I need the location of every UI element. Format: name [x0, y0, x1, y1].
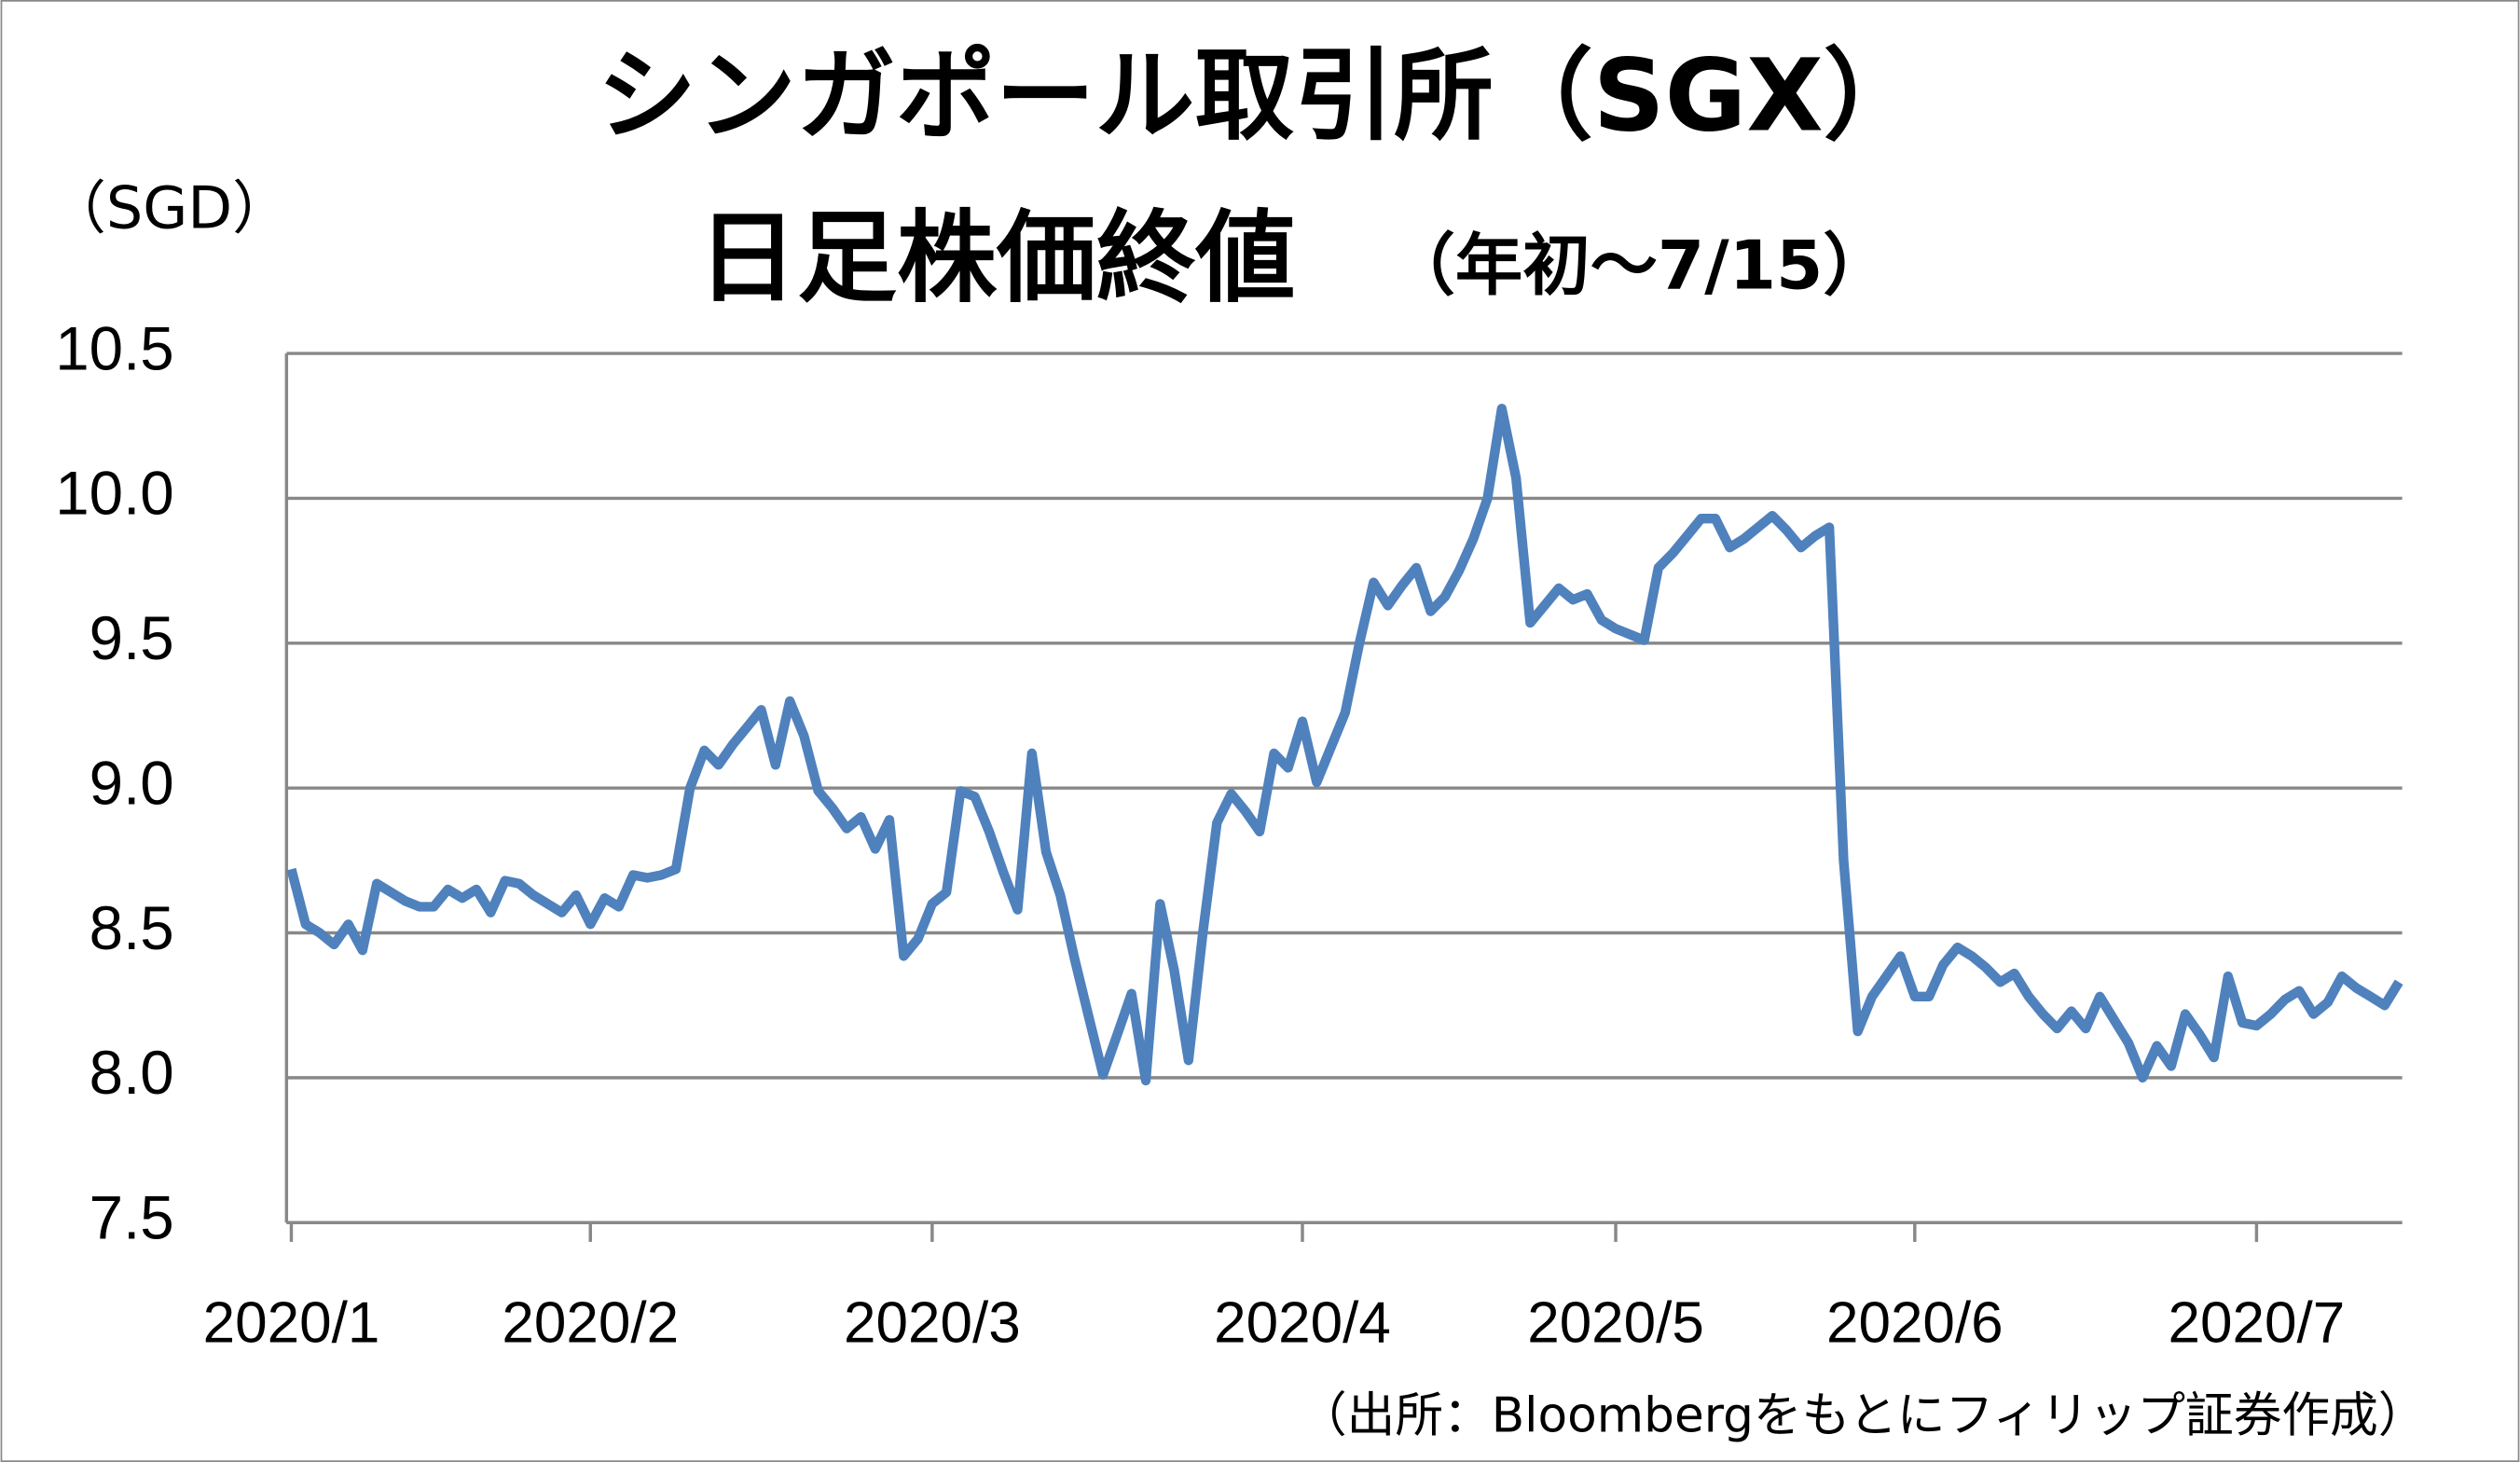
- y-tick-label: 10.0: [55, 460, 173, 528]
- y-tick-label: 9.5: [90, 604, 174, 672]
- x-tick-label: 2020/4: [1214, 1291, 1391, 1356]
- chart-title: 日足株価終値: [697, 201, 1295, 317]
- chart-title: シンガポール取引所（SGX）: [597, 39, 1922, 155]
- y-axis-label: （SGD）: [48, 174, 290, 242]
- x-tick-label: 2020/1: [203, 1291, 380, 1356]
- x-tick-label: 2020/2: [502, 1291, 679, 1356]
- x-tick-label: 2020/7: [2169, 1291, 2346, 1356]
- y-tick-label: 9.0: [90, 749, 174, 817]
- y-tick-label: 7.5: [90, 1184, 174, 1252]
- y-tick-label: 8.0: [90, 1039, 174, 1107]
- x-tick-label: 2020/6: [1826, 1291, 2004, 1356]
- y-tick-label: 8.5: [90, 894, 174, 962]
- x-tick-label: 2020/5: [1527, 1291, 1704, 1356]
- y-tick-label: 10.5: [55, 314, 173, 382]
- line-series: [286, 404, 2403, 1086]
- source-note: （出所：Bloombergをもとにフィリップ証券作成）: [1299, 1387, 2426, 1443]
- x-tick-label: 2020/3: [844, 1291, 1021, 1356]
- chart-subtitle: （年初～7/15）: [1388, 227, 1891, 305]
